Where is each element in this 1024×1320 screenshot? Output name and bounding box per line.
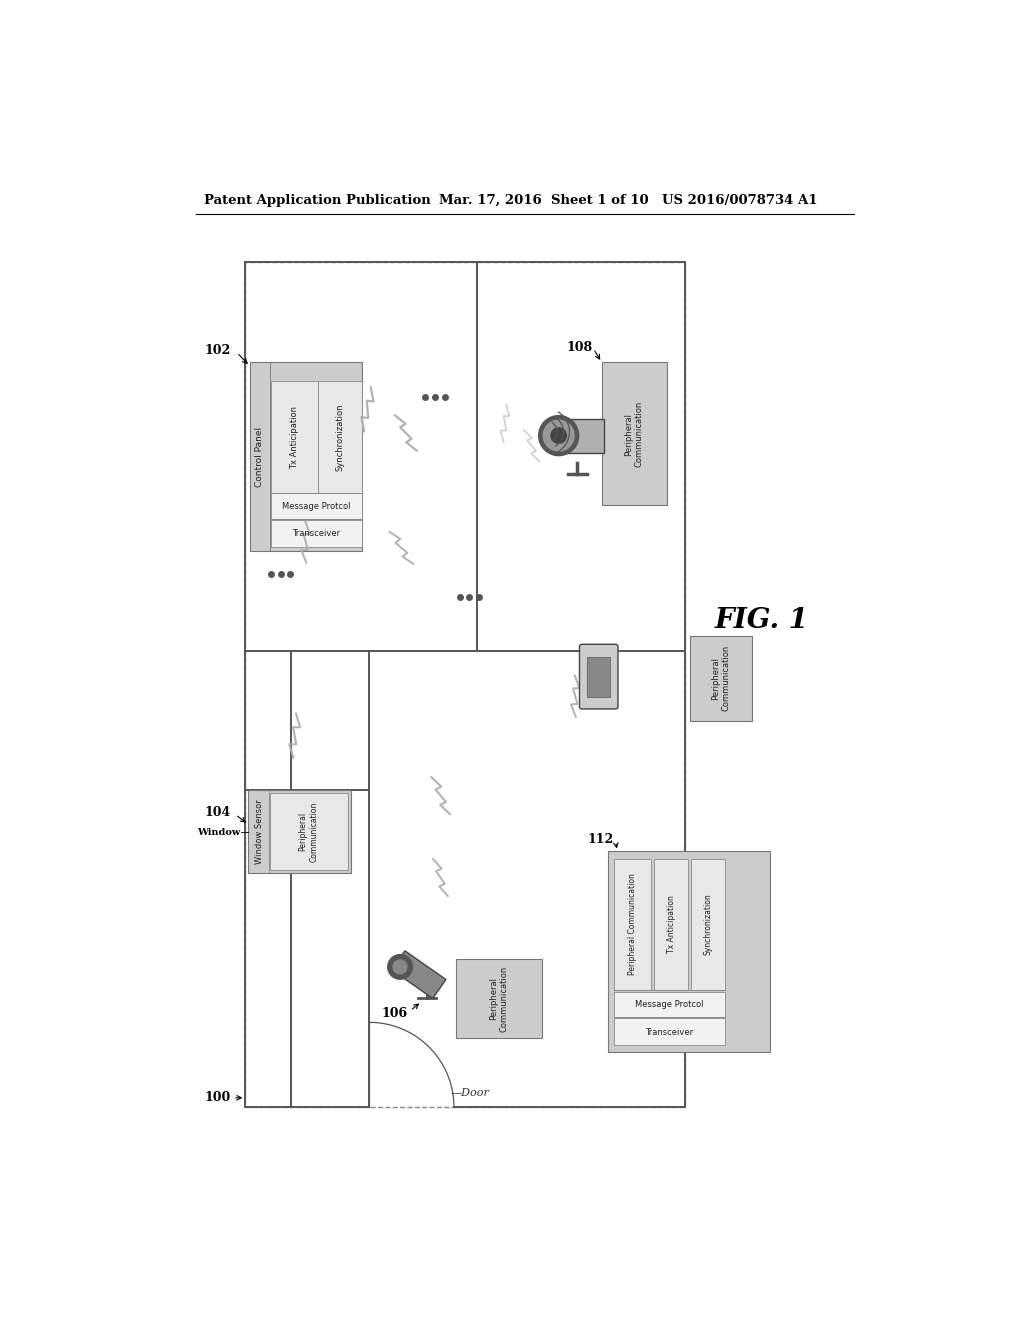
Text: Window Sensor: Window Sensor: [255, 799, 263, 863]
Bar: [270, 494, 361, 519]
Text: Peripheral
Communication: Peripheral Communication: [299, 801, 318, 862]
Bar: [318, 381, 361, 492]
Text: 104: 104: [205, 807, 230, 820]
Circle shape: [551, 428, 566, 444]
Bar: [691, 859, 725, 990]
Circle shape: [539, 416, 579, 455]
Text: —Door: —Door: [451, 1088, 489, 1098]
Text: US 2016/0078734 A1: US 2016/0078734 A1: [662, 194, 817, 207]
Text: Window: Window: [197, 828, 240, 837]
Bar: [250, 363, 361, 552]
Bar: [614, 859, 651, 990]
Text: Tx Anticipation: Tx Anticipation: [290, 405, 299, 469]
Bar: [654, 859, 688, 990]
Text: 100: 100: [205, 1092, 230, 1105]
Circle shape: [393, 960, 407, 974]
Circle shape: [388, 954, 413, 979]
Text: Control Panel: Control Panel: [255, 428, 264, 487]
Text: FIG. 1: FIG. 1: [715, 607, 809, 634]
Text: Message Protcol: Message Protcol: [635, 1001, 703, 1008]
Bar: [602, 363, 668, 506]
Bar: [562, 418, 604, 453]
Circle shape: [544, 420, 574, 451]
Bar: [614, 1019, 725, 1045]
Text: 102: 102: [205, 345, 230, 358]
Bar: [270, 520, 361, 548]
Text: 106: 106: [382, 1007, 408, 1019]
Bar: [614, 991, 725, 1016]
Text: 112: 112: [588, 833, 614, 846]
Bar: [587, 657, 610, 697]
Text: Mar. 17, 2016  Sheet 1 of 10: Mar. 17, 2016 Sheet 1 of 10: [438, 194, 648, 207]
FancyBboxPatch shape: [391, 950, 445, 998]
Text: Synchronization: Synchronization: [703, 894, 713, 956]
Bar: [608, 851, 770, 1052]
Text: 110: 110: [582, 644, 608, 657]
Text: Patent Application Publication: Patent Application Publication: [204, 194, 430, 207]
Text: Peripheral Communication: Peripheral Communication: [628, 874, 637, 975]
FancyBboxPatch shape: [580, 644, 617, 709]
Text: Tx Anticipation: Tx Anticipation: [667, 895, 676, 953]
Bar: [690, 636, 752, 721]
Text: 108: 108: [566, 341, 593, 354]
Text: Message Protcol: Message Protcol: [282, 502, 350, 511]
Bar: [456, 960, 542, 1038]
Bar: [249, 789, 351, 873]
Text: Peripheral
Communication: Peripheral Communication: [712, 645, 731, 711]
Text: Transceiver: Transceiver: [645, 1028, 693, 1036]
Text: Synchronization: Synchronization: [336, 404, 344, 471]
Text: Peripheral
Communication: Peripheral Communication: [488, 965, 508, 1032]
Bar: [270, 793, 348, 870]
Bar: [245, 263, 685, 1107]
Bar: [270, 381, 318, 492]
Text: Transceiver: Transceiver: [292, 529, 340, 537]
Text: Peripheral
Communication: Peripheral Communication: [625, 401, 644, 467]
